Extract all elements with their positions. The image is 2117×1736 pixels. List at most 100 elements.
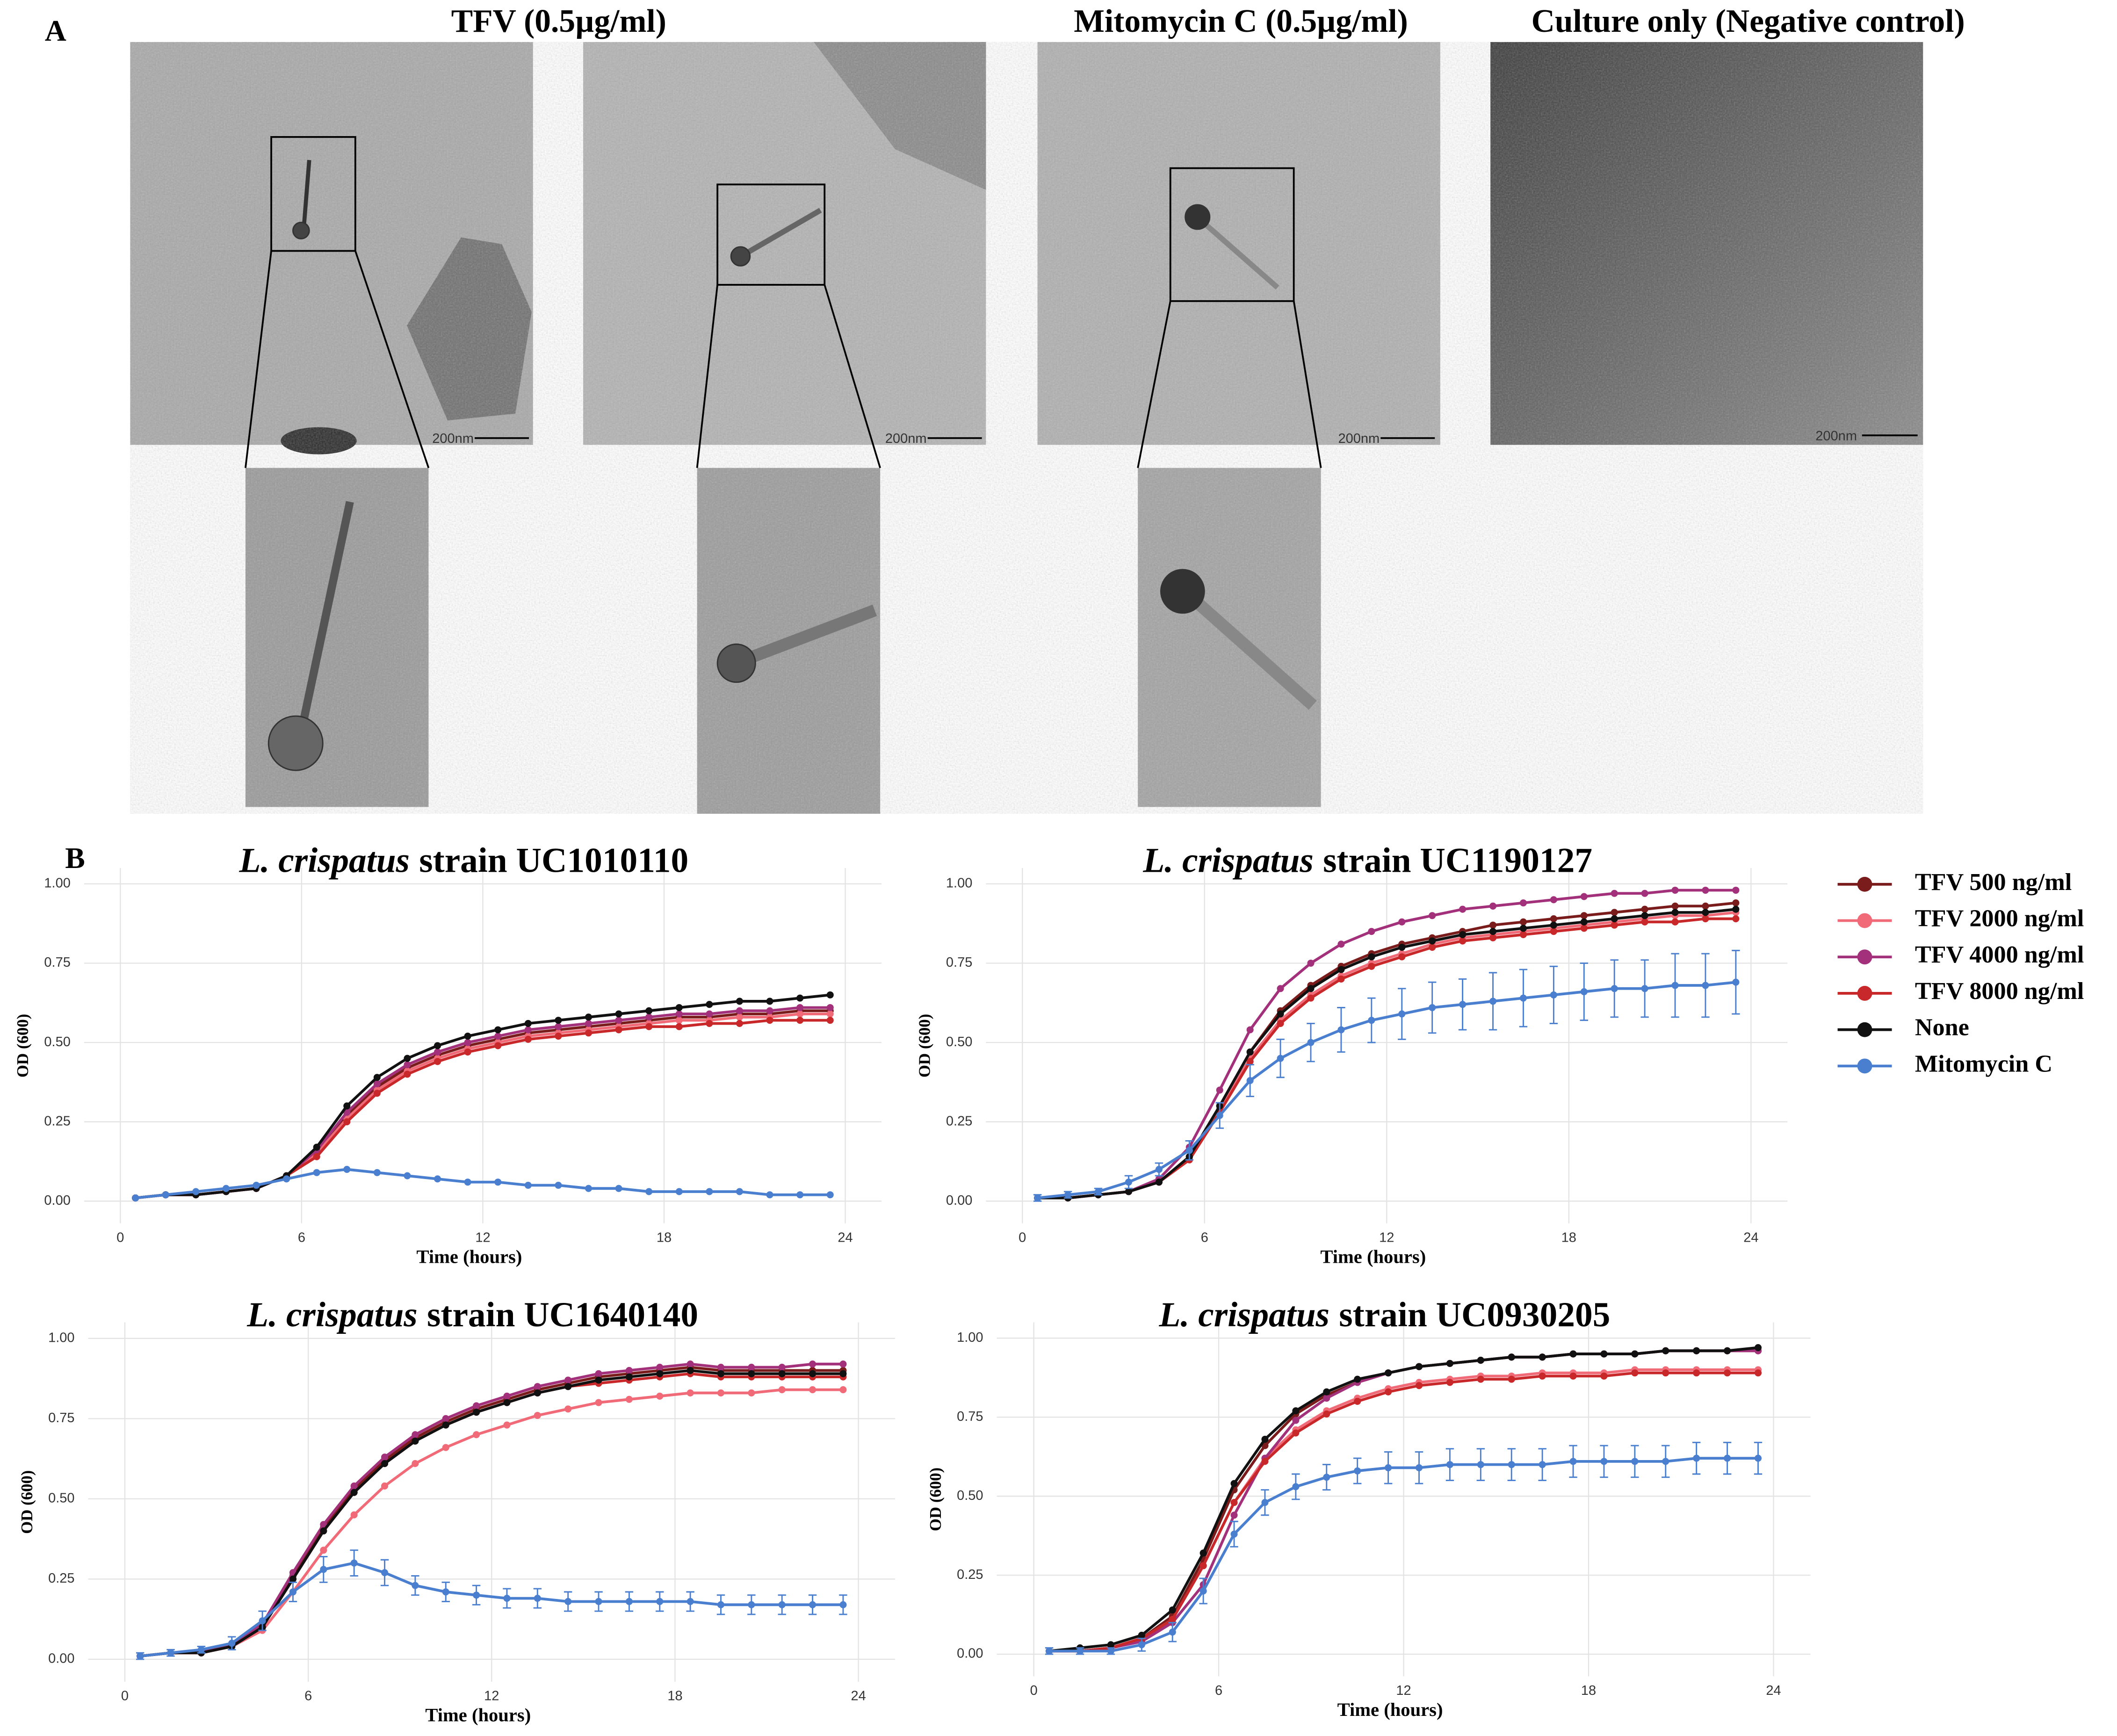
data-point	[656, 1370, 664, 1377]
data-point	[434, 1042, 441, 1049]
data-point	[1732, 978, 1740, 986]
data-point	[564, 1598, 572, 1605]
data-point	[1477, 1461, 1484, 1468]
data-point	[1641, 985, 1648, 992]
data-point	[706, 1188, 713, 1195]
title-species: L. crispatus	[1142, 841, 1313, 880]
y-tick-label: 0.50	[44, 1034, 70, 1049]
data-point	[748, 1389, 755, 1396]
data-point	[839, 1370, 847, 1377]
series-line	[140, 1362, 843, 1657]
x-tick-label: 24	[1743, 1230, 1758, 1245]
x-tick-label: 6	[304, 1689, 312, 1704]
data-point	[494, 1042, 502, 1049]
data-point	[253, 1181, 260, 1189]
data-point	[1185, 1147, 1193, 1154]
data-point	[748, 1370, 755, 1377]
data-point	[766, 1007, 773, 1014]
data-point	[1337, 940, 1345, 948]
data-point	[320, 1527, 327, 1535]
panel-label: B	[65, 841, 85, 875]
legend-marker	[1857, 1058, 1872, 1074]
data-point	[1600, 1372, 1608, 1380]
data-point	[595, 1598, 602, 1605]
data-point	[1246, 1026, 1254, 1034]
y-tick-label: 0.00	[44, 1193, 70, 1208]
data-point	[404, 1071, 411, 1078]
series-line	[1049, 1371, 1758, 1653]
data-point	[534, 1595, 541, 1602]
title-strain: strain UC0930205	[1339, 1295, 1610, 1334]
y-tick-label: 1.00	[946, 876, 972, 891]
legend-label: TFV 2000 ng/ml	[1915, 905, 2084, 932]
chart-title: L. crispatus strain UC1010110	[239, 841, 689, 880]
data-point	[1459, 905, 1467, 913]
data-point	[192, 1188, 200, 1195]
data-point	[1307, 1039, 1315, 1046]
legend-label: TFV 500 ng/ml	[1915, 868, 2072, 896]
y-tick-label: 0.00	[48, 1651, 74, 1666]
data-point	[313, 1169, 320, 1176]
x-tick-label: 18	[667, 1689, 682, 1704]
data-point	[1550, 991, 1557, 998]
data-point	[1368, 953, 1375, 961]
micrograph-title: TFV (0.5µg/ml)	[451, 3, 666, 39]
data-point	[381, 1454, 389, 1461]
data-point	[464, 1033, 471, 1040]
data-point	[503, 1392, 511, 1400]
data-point	[1459, 937, 1467, 945]
data-point	[645, 1007, 653, 1014]
data-point	[686, 1360, 694, 1368]
data-point	[1337, 966, 1345, 973]
data-point	[1671, 909, 1679, 916]
series	[132, 991, 834, 1202]
data-point	[1064, 1191, 1072, 1199]
data-point	[373, 1169, 381, 1176]
data-point	[1631, 1350, 1639, 1358]
data-point	[1611, 909, 1618, 916]
data-point	[1631, 1458, 1639, 1465]
data-point	[1292, 1429, 1300, 1437]
data-point	[228, 1640, 236, 1647]
x-tick-label: 6	[1201, 1230, 1208, 1245]
data-point	[343, 1118, 351, 1126]
data-point	[494, 1026, 502, 1034]
data-point	[464, 1179, 471, 1186]
series-line	[140, 1369, 843, 1657]
data-point	[1169, 1616, 1176, 1623]
data-point	[839, 1601, 847, 1608]
data-point	[717, 1389, 725, 1396]
data-point	[1155, 1179, 1163, 1186]
y-tick-label: 0.50	[957, 1488, 983, 1503]
data-point	[1354, 1467, 1361, 1475]
data-point	[1662, 1369, 1669, 1377]
series-line	[1037, 908, 1736, 1200]
data-point	[1539, 1461, 1546, 1468]
data-point	[1398, 944, 1406, 951]
data-point	[645, 1023, 653, 1030]
data-point	[826, 991, 834, 998]
data-point	[222, 1185, 230, 1192]
data-point	[1323, 1395, 1330, 1402]
data-point	[748, 1601, 755, 1608]
data-point	[1671, 918, 1679, 926]
data-point	[615, 1185, 622, 1192]
title-strain: strain UC1010110	[419, 841, 688, 880]
x-tick-label: 12	[484, 1689, 499, 1704]
data-point	[473, 1409, 480, 1416]
x-tick-label: 24	[838, 1230, 853, 1245]
data-point	[350, 1489, 358, 1496]
data-point	[1307, 994, 1315, 1002]
data-point	[1519, 931, 1527, 939]
scale-bar-label: 200nm	[432, 431, 474, 446]
data-point	[1754, 1344, 1762, 1352]
data-point	[1580, 925, 1588, 932]
data-point	[1671, 886, 1679, 894]
x-tick-label: 6	[298, 1230, 305, 1245]
data-point	[1337, 975, 1345, 983]
data-point	[675, 1023, 683, 1030]
data-point	[585, 1020, 592, 1027]
data-point	[524, 1020, 532, 1027]
data-point	[1702, 886, 1709, 894]
data-point	[381, 1460, 389, 1467]
